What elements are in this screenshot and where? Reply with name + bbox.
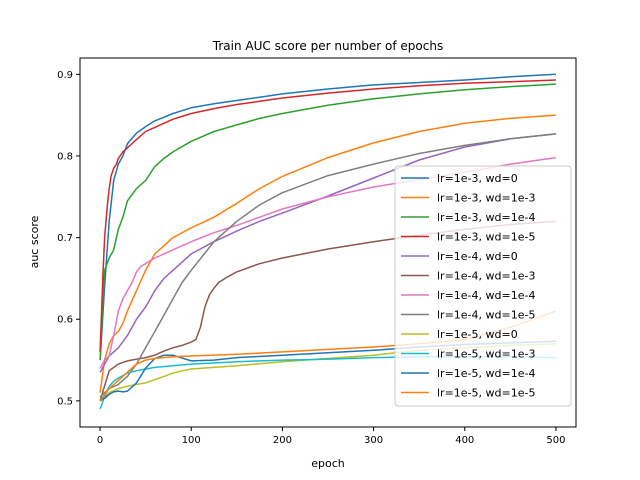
series-line-7	[99, 156, 557, 369]
legend-label: lr=1e-5, wd=1e-3	[437, 348, 535, 361]
legend: lr=1e-3, wd=0 lr=1e-3, wd=1e-3 lr=1e-3, wd…	[394, 165, 572, 407]
series-line-2	[99, 114, 556, 393]
legend-label: lr=1e-5, wd=1e-5	[437, 387, 535, 400]
series-line-4	[99, 79, 556, 352]
y-axis-title: auc score	[28, 215, 41, 268]
chart-title: Train AUC score per number of epochs	[212, 39, 443, 53]
x-tick-label: 100	[182, 435, 201, 446]
y-axis: 0.5 0.6 0.7 0.8 0.9	[57, 70, 80, 407]
legend-label: lr=1e-4, wd=1e-5	[437, 309, 535, 322]
series-line-3	[99, 83, 556, 361]
x-axis-title: epoch	[311, 457, 345, 470]
legend-label: lr=1e-3, wd=0	[437, 172, 518, 185]
legend-label: lr=1e-3, wd=1e-3	[437, 192, 535, 205]
series-line-1	[99, 73, 556, 361]
x-tick-label: 500	[546, 435, 565, 446]
legend-box	[394, 165, 572, 407]
y-tick-label: 0.7	[57, 233, 73, 244]
legend-label: lr=1e-5, wd=1e-4	[437, 367, 535, 380]
x-axis: 0 100 200 300 400 500	[97, 427, 565, 446]
legend-label: lr=1e-3, wd=1e-5	[437, 231, 535, 244]
legend-label: lr=1e-4, wd=0	[437, 250, 518, 263]
x-tick-label: 200	[273, 435, 292, 446]
legend-label: lr=1e-3, wd=1e-4	[437, 211, 535, 224]
legend-label: lr=1e-4, wd=1e-4	[437, 289, 535, 302]
legend-label: lr=1e-5, wd=0	[437, 328, 518, 341]
y-tick-label: 0.8	[57, 151, 73, 162]
x-tick-label: 0	[97, 435, 103, 446]
x-tick-label: 300	[364, 435, 383, 446]
plot-frame	[79, 57, 577, 428]
y-tick-label: 0.9	[57, 70, 73, 81]
legend-label: lr=1e-4, wd=1e-3	[437, 270, 535, 283]
x-tick-label: 400	[455, 435, 474, 446]
y-tick-label: 0.5	[57, 396, 73, 407]
y-tick-label: 0.6	[57, 315, 73, 326]
